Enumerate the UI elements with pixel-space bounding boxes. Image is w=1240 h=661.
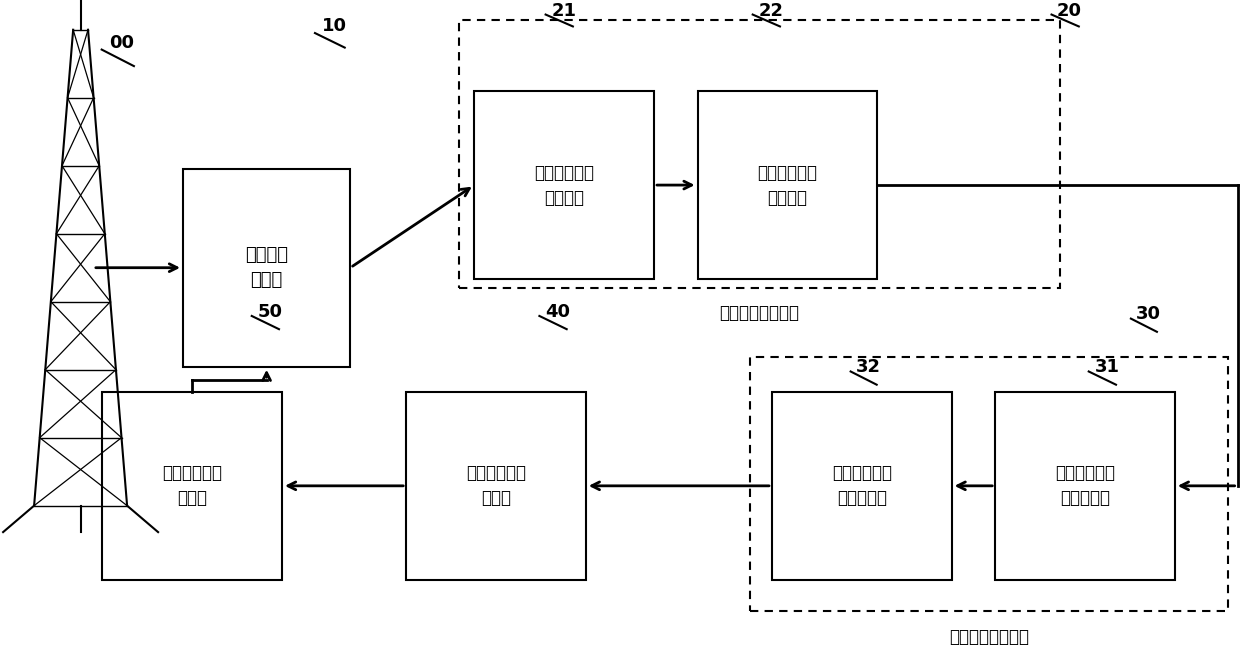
Text: 主同步信号搜索器: 主同步信号搜索器 — [719, 304, 800, 322]
Text: 基带数据
发生器: 基带数据 发生器 — [246, 246, 288, 290]
Text: 32: 32 — [856, 358, 880, 376]
Text: 22: 22 — [759, 1, 784, 20]
Bar — [994, 391, 1176, 580]
Text: 21: 21 — [552, 1, 577, 20]
Text: 主小区辅同步
信号搜索器: 主小区辅同步 信号搜索器 — [1055, 464, 1115, 508]
Text: 10: 10 — [322, 17, 347, 36]
Text: 40: 40 — [546, 303, 570, 321]
Text: 30: 30 — [1136, 305, 1161, 323]
Bar — [697, 91, 878, 279]
Text: 临小区辅同步
信号搜索器: 临小区辅同步 信号搜索器 — [832, 464, 892, 508]
Bar — [102, 391, 281, 580]
Text: 最强主同步信
号搜索器: 最强主同步信 号搜索器 — [534, 163, 594, 207]
Text: 00: 00 — [109, 34, 134, 52]
Text: 辅同步信号搜索器: 辅同步信号搜索器 — [949, 628, 1029, 646]
Text: 31: 31 — [1095, 358, 1120, 376]
Text: 小区搜索结果
判决器: 小区搜索结果 判决器 — [466, 464, 526, 508]
Bar — [474, 91, 655, 279]
Bar — [750, 357, 1228, 611]
Bar — [459, 20, 1060, 288]
Text: 50: 50 — [258, 303, 283, 321]
Bar — [184, 169, 350, 367]
Text: 小区搜索参数
配置器: 小区搜索参数 配置器 — [162, 464, 222, 508]
Bar — [407, 391, 587, 580]
Text: 20: 20 — [1056, 1, 1081, 20]
Text: 次强主同步信
号搜索器: 次强主同步信 号搜索器 — [758, 163, 817, 207]
Bar — [771, 391, 952, 580]
